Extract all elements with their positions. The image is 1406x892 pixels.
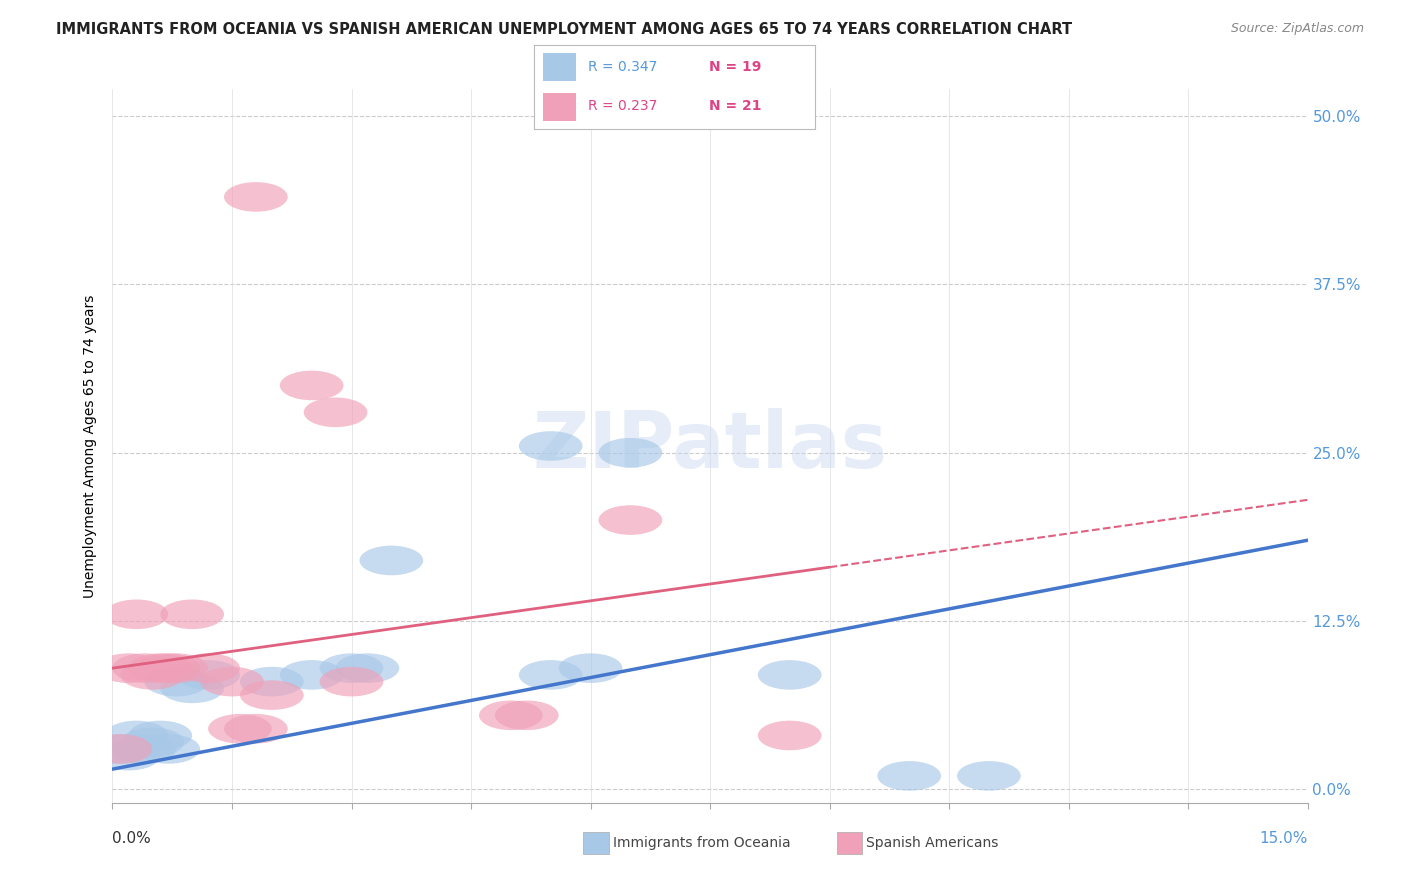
Ellipse shape bbox=[145, 667, 208, 697]
Ellipse shape bbox=[208, 714, 271, 744]
FancyBboxPatch shape bbox=[543, 54, 576, 81]
Text: R = 0.237: R = 0.237 bbox=[588, 100, 657, 113]
Ellipse shape bbox=[160, 599, 224, 629]
FancyBboxPatch shape bbox=[543, 93, 576, 120]
Ellipse shape bbox=[89, 734, 152, 764]
Ellipse shape bbox=[136, 734, 200, 764]
Text: Spanish Americans: Spanish Americans bbox=[866, 836, 998, 850]
Ellipse shape bbox=[136, 653, 200, 683]
Ellipse shape bbox=[145, 653, 208, 683]
Ellipse shape bbox=[479, 700, 543, 730]
Ellipse shape bbox=[240, 667, 304, 697]
Ellipse shape bbox=[104, 721, 169, 750]
Ellipse shape bbox=[128, 653, 193, 683]
Ellipse shape bbox=[519, 660, 582, 690]
Ellipse shape bbox=[877, 761, 941, 790]
Ellipse shape bbox=[97, 741, 160, 771]
Ellipse shape bbox=[758, 660, 821, 690]
Ellipse shape bbox=[128, 721, 193, 750]
Ellipse shape bbox=[558, 653, 623, 683]
Ellipse shape bbox=[758, 721, 821, 750]
Text: 0.0%: 0.0% bbox=[112, 831, 152, 846]
Ellipse shape bbox=[224, 182, 288, 211]
Ellipse shape bbox=[280, 660, 343, 690]
Ellipse shape bbox=[121, 660, 184, 690]
Text: N = 21: N = 21 bbox=[709, 100, 761, 113]
Text: N = 19: N = 19 bbox=[709, 61, 761, 74]
Ellipse shape bbox=[112, 653, 176, 683]
Ellipse shape bbox=[97, 653, 160, 683]
Text: 15.0%: 15.0% bbox=[1260, 831, 1308, 846]
Text: R = 0.347: R = 0.347 bbox=[588, 61, 657, 74]
Ellipse shape bbox=[319, 653, 384, 683]
Ellipse shape bbox=[599, 505, 662, 535]
Ellipse shape bbox=[104, 599, 169, 629]
Ellipse shape bbox=[200, 667, 264, 697]
Ellipse shape bbox=[240, 681, 304, 710]
Text: Source: ZipAtlas.com: Source: ZipAtlas.com bbox=[1230, 22, 1364, 36]
Ellipse shape bbox=[89, 734, 152, 764]
Y-axis label: Unemployment Among Ages 65 to 74 years: Unemployment Among Ages 65 to 74 years bbox=[83, 294, 97, 598]
Ellipse shape bbox=[280, 370, 343, 401]
Text: ZIPatlas: ZIPatlas bbox=[533, 408, 887, 484]
Ellipse shape bbox=[304, 398, 367, 427]
Ellipse shape bbox=[224, 714, 288, 744]
Ellipse shape bbox=[599, 438, 662, 467]
Ellipse shape bbox=[360, 546, 423, 575]
Ellipse shape bbox=[176, 660, 240, 690]
Ellipse shape bbox=[957, 761, 1021, 790]
Ellipse shape bbox=[176, 653, 240, 683]
Ellipse shape bbox=[336, 653, 399, 683]
Ellipse shape bbox=[112, 734, 176, 764]
Ellipse shape bbox=[319, 667, 384, 697]
Ellipse shape bbox=[519, 431, 582, 461]
Ellipse shape bbox=[160, 673, 224, 703]
Text: IMMIGRANTS FROM OCEANIA VS SPANISH AMERICAN UNEMPLOYMENT AMONG AGES 65 TO 74 YEA: IMMIGRANTS FROM OCEANIA VS SPANISH AMERI… bbox=[56, 22, 1073, 37]
Ellipse shape bbox=[495, 700, 558, 730]
Text: Immigrants from Oceania: Immigrants from Oceania bbox=[613, 836, 790, 850]
Ellipse shape bbox=[121, 727, 184, 757]
